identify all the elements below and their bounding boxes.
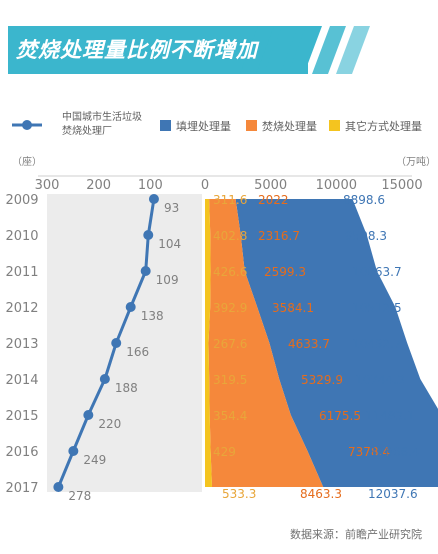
plants-data-label: 188 <box>115 381 138 395</box>
data-label-landfill: 9598.3 <box>345 229 387 243</box>
data-label-incineration: 2599.3 <box>264 265 306 279</box>
page-title: 焚烧处理量比例不断增加 <box>16 38 258 62</box>
data-label-incineration: 2022 <box>258 193 289 207</box>
plants-point <box>111 338 122 348</box>
data-label-landfill: 10492.7 <box>352 337 402 351</box>
y-tick-label: 2012 <box>5 301 38 316</box>
legend-swatch <box>329 120 340 131</box>
legend-label: 其它方式处理量 <box>345 119 422 133</box>
source-note: 数据来源：前瞻产业研究院 <box>290 528 422 541</box>
x-tick-label-left: 100 <box>138 178 163 193</box>
y-tick-label: 2009 <box>5 193 38 208</box>
plants-data-label: 138 <box>141 309 164 323</box>
area-landfill <box>235 199 438 487</box>
legend-label: 焚烧处理量 <box>262 120 317 133</box>
area-other <box>205 199 212 487</box>
legend-label: 填埋处理量 <box>176 119 231 133</box>
plants-point <box>140 266 151 276</box>
x-tick-label-left: 300 <box>35 178 60 193</box>
data-label-landfill: 10744.3 <box>355 373 405 387</box>
legend-label-plants-1: 中国城市生活垃圾 <box>62 110 142 123</box>
data-label-landfill: 10512.5 <box>352 301 402 315</box>
y-tick-label: 2014 <box>5 373 38 388</box>
y-tick-label: 2010 <box>5 229 38 244</box>
plants-data-label: 278 <box>68 489 91 503</box>
legend-swatch <box>246 120 257 131</box>
x-unit-right: （万吨） <box>396 155 436 168</box>
data-label-landfill: 12037.6 <box>368 487 418 501</box>
plants-data-label: 104 <box>158 237 181 251</box>
plants-data-label: 220 <box>98 417 121 431</box>
data-label-other: 354.4 <box>213 409 247 423</box>
data-label-incineration: 4633.7 <box>288 337 330 351</box>
x-tick-label-left: 200 <box>86 178 111 193</box>
data-label-incineration: 6175.5 <box>319 409 361 423</box>
legend-label-plants-2: 焚烧处理厂 <box>62 124 112 137</box>
x-tick-label-right: 10000 <box>316 178 357 193</box>
y-tick-label: 2015 <box>5 409 38 424</box>
plants-data-label: 109 <box>156 273 179 287</box>
area-incineration <box>208 199 324 487</box>
data-label-other: 267.6 <box>213 337 247 351</box>
x-tick-label-right: 15000 <box>381 178 422 193</box>
plants-point <box>53 482 64 492</box>
left-panel-bg <box>47 194 202 492</box>
y-tick-label: 2011 <box>5 265 38 280</box>
data-label-incineration: 8463.3 <box>300 487 342 501</box>
plants-point <box>83 410 94 420</box>
banner-stripes <box>240 26 370 74</box>
data-label-incineration: 5329.9 <box>301 373 343 387</box>
data-label-other: 392.9 <box>213 301 247 315</box>
legend-swatch <box>160 120 171 131</box>
data-label-incineration: 3584.1 <box>272 301 314 315</box>
plants-point <box>143 230 154 240</box>
plants-data-label: 93 <box>164 201 179 215</box>
data-label-incineration: 7378.4 <box>348 445 390 459</box>
data-label-other: 311.6 <box>213 193 247 207</box>
x-unit-left: （座） <box>12 155 42 168</box>
x-tick-label-right: 5000 <box>254 178 287 193</box>
data-label-incineration: 2316.7 <box>258 229 300 243</box>
y-tick-label: 2017 <box>5 481 38 496</box>
data-label-landfill: 11483.1 <box>365 409 415 423</box>
plants-point <box>125 302 136 312</box>
y-tick-label: 2016 <box>5 445 38 460</box>
plants-point <box>99 374 110 384</box>
y-tick-label: 2013 <box>5 337 38 352</box>
plants-data-label: 166 <box>126 345 149 359</box>
data-label-other: 319.5 <box>213 373 247 387</box>
plants-point <box>148 194 159 204</box>
data-label-other: 533.3 <box>222 487 256 501</box>
data-label-other: 402.8 <box>213 229 247 243</box>
data-label-landfill: 8898.6 <box>343 193 385 207</box>
x-tick-label-right: 0 <box>201 178 209 193</box>
legend-line-marker <box>22 120 32 130</box>
data-label-other: 426.6 <box>213 265 247 279</box>
data-label-other: 429 <box>213 445 236 459</box>
data-label-landfill: 10063.7 <box>352 265 402 279</box>
plants-point <box>68 446 79 456</box>
plants-data-label: 249 <box>83 453 106 467</box>
data-label-landfill: 11866.4 <box>370 445 420 459</box>
